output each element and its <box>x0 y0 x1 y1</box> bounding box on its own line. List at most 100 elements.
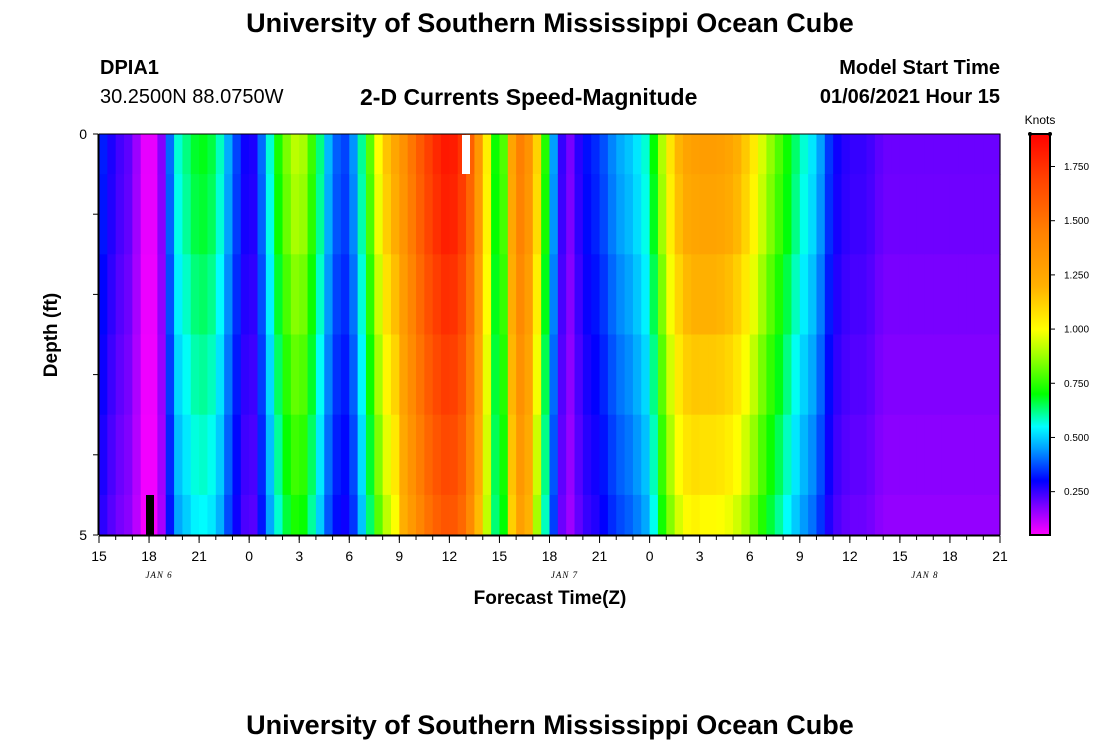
heatmap-cell <box>816 174 826 255</box>
heatmap-cell <box>824 414 834 496</box>
heatmap-cell <box>649 174 659 255</box>
heatmap-cell <box>741 134 751 175</box>
x-axis: 15 18 21 0 3 6 9 12 15 18 21 0 3 6 9 12 15 18 21 JAN 6 JAN 7… <box>91 535 1008 580</box>
heatmap-cell <box>315 414 325 496</box>
heatmap-cell <box>582 134 592 175</box>
heatmap-cell <box>666 174 676 255</box>
heatmap-cell <box>591 174 601 255</box>
heatmap-cell <box>257 414 267 496</box>
heatmap-cell <box>791 494 801 536</box>
heatmap-cell <box>466 134 476 175</box>
x-tick-label: 15 <box>892 548 908 564</box>
heatmap-cell <box>774 334 784 416</box>
heatmap-cell <box>624 334 634 416</box>
heatmap-cell <box>833 494 843 536</box>
colorbar-title: Knots <box>1025 113 1056 127</box>
heatmap-cell <box>924 254 934 336</box>
x-tick-label: 0 <box>245 548 253 564</box>
heatmap-cell <box>482 494 492 536</box>
heatmap-cell <box>657 414 667 496</box>
heatmap-cell <box>190 494 200 536</box>
heatmap-cell <box>758 254 767 336</box>
heatmap-cell <box>474 414 484 496</box>
heatmap-cell <box>924 414 934 496</box>
heatmap-cell <box>407 334 417 416</box>
heatmap-cell <box>157 254 167 336</box>
heatmap-cell <box>616 254 626 336</box>
heatmap-cell <box>140 334 150 416</box>
page-title: University of Southern Mississippi Ocean… <box>246 8 854 38</box>
heatmap-cell <box>199 174 209 255</box>
heatmap-cell <box>849 414 859 496</box>
heatmap-cell <box>983 334 993 416</box>
heatmap-cell <box>607 174 617 255</box>
heatmap-cell <box>691 174 701 255</box>
heatmap-cell <box>340 254 350 336</box>
heatmap-cell <box>132 414 142 496</box>
heatmap-cell <box>224 174 234 255</box>
heatmap-cell <box>290 254 300 336</box>
heatmap-cell <box>649 414 659 496</box>
heatmap-cell <box>115 134 125 175</box>
heatmap-cell <box>332 254 342 336</box>
x-tick-label: 12 <box>842 548 858 564</box>
heatmap-cell <box>666 254 676 336</box>
heatmap-cell <box>599 494 609 536</box>
heatmap-cell <box>265 414 275 496</box>
heatmap-cell <box>165 334 175 416</box>
heatmap-cell <box>958 134 968 175</box>
heatmap-cell <box>799 494 809 536</box>
heatmap-cell <box>374 494 384 536</box>
day-label: JAN 7 <box>551 570 578 580</box>
heatmap-cell <box>441 134 450 175</box>
heatmap-cell <box>140 494 150 536</box>
heatmap-cell <box>582 334 592 416</box>
heatmap-cell <box>365 134 375 175</box>
heatmap-cell <box>507 134 517 175</box>
heatmap-cell <box>682 494 692 536</box>
heatmap-cell <box>699 414 709 496</box>
heatmap-cell <box>299 414 309 496</box>
x-tick-label: 6 <box>345 548 353 564</box>
heatmap-cell <box>482 254 492 336</box>
heatmap-cell <box>891 174 901 255</box>
heatmap-cell <box>933 134 943 175</box>
heatmap-cell <box>99 174 108 255</box>
heatmap-cell <box>457 174 467 255</box>
heatmap-cell <box>307 174 317 255</box>
heatmap-cell <box>449 494 459 536</box>
heatmap-cell <box>115 334 125 416</box>
heatmap-cell <box>532 494 542 536</box>
heatmap-cell <box>991 494 1001 536</box>
x-tick-label: 21 <box>992 548 1008 564</box>
heatmap-cell <box>265 134 275 175</box>
heatmap-cell <box>491 254 501 336</box>
heatmap-cell <box>816 414 826 496</box>
heatmap-cell <box>891 334 901 416</box>
heatmap-cell <box>424 414 434 496</box>
heatmap-cell <box>874 254 884 336</box>
heatmap-cell <box>516 414 526 496</box>
heatmap-cell <box>224 134 234 175</box>
heatmap-cell <box>916 494 926 536</box>
heatmap-cell <box>833 254 843 336</box>
heatmap-cell <box>149 174 158 255</box>
heatmap-cell <box>858 254 868 336</box>
heatmap-cell <box>449 254 459 336</box>
heatmap-cell <box>299 254 309 336</box>
heatmap-cell <box>282 134 292 175</box>
heatmap-cell <box>883 334 893 416</box>
heatmap-cell <box>174 494 184 536</box>
heatmap-cell <box>741 174 751 255</box>
heatmap-cell <box>741 414 751 496</box>
heatmap-cell <box>949 334 959 416</box>
heatmap-cell <box>958 254 968 336</box>
heatmap-cell <box>507 334 517 416</box>
heatmap-cell <box>666 414 676 496</box>
x-tick-label: 21 <box>191 548 207 564</box>
heatmap-cell <box>949 134 959 175</box>
heatmap-cell <box>249 414 259 496</box>
day-label: JAN 8 <box>911 570 938 580</box>
heatmap-cell <box>708 174 717 255</box>
heatmap-cell <box>924 134 934 175</box>
